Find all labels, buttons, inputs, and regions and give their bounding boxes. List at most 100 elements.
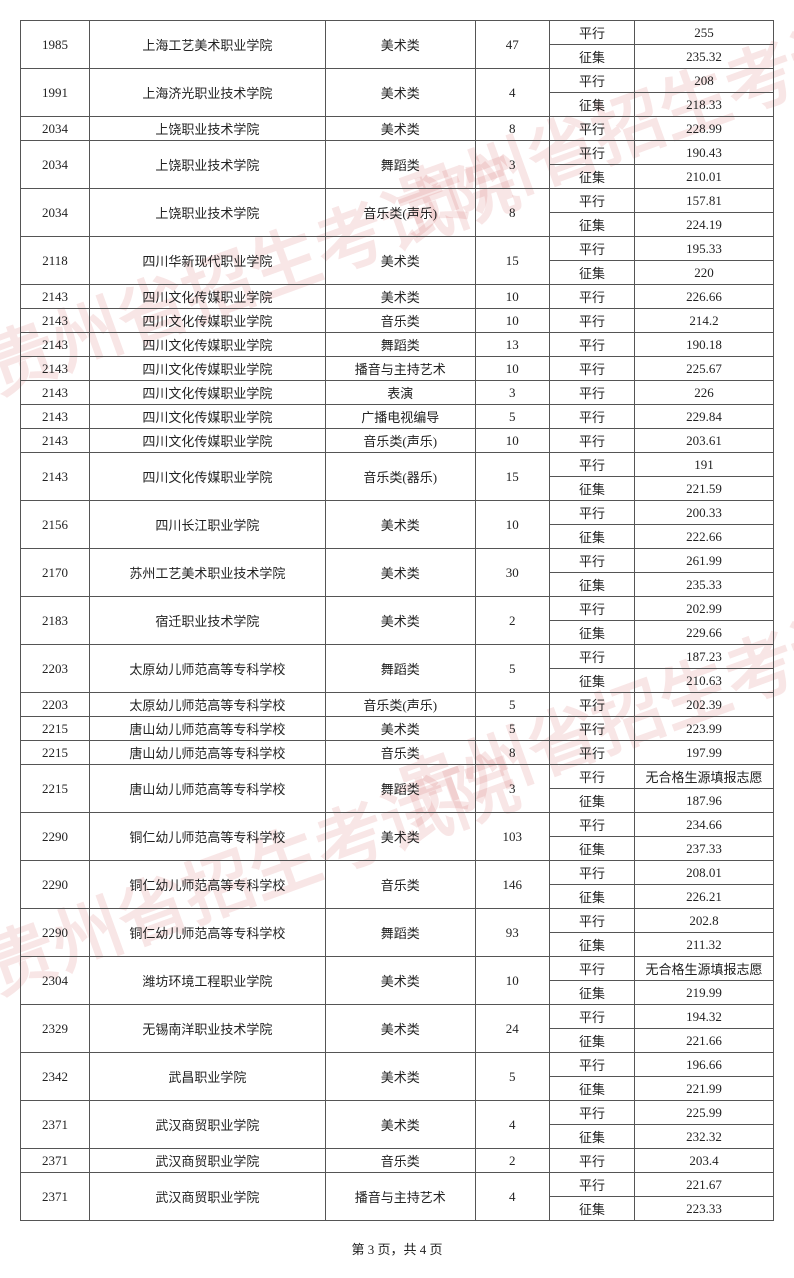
cell-type: 平行	[549, 957, 634, 981]
cell-score: 208	[635, 69, 774, 93]
cell-score: 无合格生源填报志愿	[635, 765, 774, 789]
cell-score: 195.33	[635, 237, 774, 261]
cell-category: 广播电视编导	[325, 405, 475, 429]
cell-code: 2034	[21, 141, 90, 189]
cell-type: 平行	[549, 717, 634, 741]
cell-code: 2215	[21, 765, 90, 813]
table-row: 2290铜仁幼儿师范高等专科学校美术类103平行234.66	[21, 813, 774, 837]
cell-category: 美术类	[325, 285, 475, 309]
cell-code: 2215	[21, 717, 90, 741]
cell-score: 208.01	[635, 861, 774, 885]
cell-score: 237.33	[635, 837, 774, 861]
cell-type: 平行	[549, 1053, 634, 1077]
cell-score: 196.66	[635, 1053, 774, 1077]
table-row: 2290铜仁幼儿师范高等专科学校舞蹈类93平行202.8	[21, 909, 774, 933]
table-row: 1985上海工艺美术职业学院美术类47平行255	[21, 21, 774, 45]
cell-number: 10	[475, 357, 549, 381]
cell-score: 229.84	[635, 405, 774, 429]
cell-type: 平行	[549, 501, 634, 525]
cell-score: 197.99	[635, 741, 774, 765]
cell-score: 223.33	[635, 1197, 774, 1221]
cell-code: 2170	[21, 549, 90, 597]
cell-type: 平行	[549, 309, 634, 333]
cell-number: 30	[475, 549, 549, 597]
cell-score: 221.59	[635, 477, 774, 501]
cell-type: 征集	[549, 933, 634, 957]
cell-category: 舞蹈类	[325, 333, 475, 357]
cell-code: 2371	[21, 1149, 90, 1173]
cell-type: 平行	[549, 453, 634, 477]
cell-school: 四川文化传媒职业学院	[89, 405, 325, 429]
cell-school: 上饶职业技术学院	[89, 141, 325, 189]
cell-code: 2215	[21, 741, 90, 765]
cell-school: 四川文化传媒职业学院	[89, 357, 325, 381]
cell-number: 24	[475, 1005, 549, 1053]
cell-school: 武昌职业学院	[89, 1053, 325, 1101]
cell-code: 2304	[21, 957, 90, 1005]
table-row: 2215唐山幼儿师范高等专科学校音乐类8平行197.99	[21, 741, 774, 765]
cell-number: 5	[475, 1053, 549, 1101]
cell-type: 平行	[549, 597, 634, 621]
cell-code: 2143	[21, 453, 90, 501]
table-row: 2342武昌职业学院美术类5平行196.66	[21, 1053, 774, 1077]
cell-number: 2	[475, 597, 549, 645]
cell-score: 157.81	[635, 189, 774, 213]
cell-code: 2290	[21, 813, 90, 861]
cell-school: 武汉商贸职业学院	[89, 1149, 325, 1173]
cell-score: 235.32	[635, 45, 774, 69]
table-row: 2215唐山幼儿师范高等专科学校舞蹈类3平行无合格生源填报志愿	[21, 765, 774, 789]
table-row: 2203太原幼儿师范高等专科学校舞蹈类5平行187.23	[21, 645, 774, 669]
cell-score: 202.8	[635, 909, 774, 933]
cell-score: 222.66	[635, 525, 774, 549]
cell-type: 征集	[549, 837, 634, 861]
cell-category: 播音与主持艺术	[325, 1173, 475, 1221]
cell-type: 平行	[549, 117, 634, 141]
cell-type: 征集	[549, 1197, 634, 1221]
cell-code: 2290	[21, 909, 90, 957]
cell-number: 15	[475, 237, 549, 285]
cell-category: 播音与主持艺术	[325, 357, 475, 381]
cell-category: 美术类	[325, 1101, 475, 1149]
cell-number: 8	[475, 189, 549, 237]
cell-type: 平行	[549, 189, 634, 213]
table-row: 2034上饶职业技术学院音乐类(声乐)8平行157.81	[21, 189, 774, 213]
cell-score: 221.67	[635, 1173, 774, 1197]
cell-type: 征集	[549, 789, 634, 813]
cell-category: 美术类	[325, 1053, 475, 1101]
cell-category: 美术类	[325, 549, 475, 597]
cell-code: 2183	[21, 597, 90, 645]
cell-type: 平行	[549, 141, 634, 165]
cell-school: 四川文化传媒职业学院	[89, 453, 325, 501]
cell-school: 太原幼儿师范高等专科学校	[89, 645, 325, 693]
cell-category: 美术类	[325, 501, 475, 549]
table-row: 2371武汉商贸职业学院播音与主持艺术4平行221.67	[21, 1173, 774, 1197]
cell-number: 146	[475, 861, 549, 909]
cell-score: 224.19	[635, 213, 774, 237]
cell-type: 征集	[549, 525, 634, 549]
cell-number: 3	[475, 381, 549, 405]
cell-score: 225.67	[635, 357, 774, 381]
cell-category: 美术类	[325, 1005, 475, 1053]
cell-code: 1991	[21, 69, 90, 117]
table-row: 2143四川文化传媒职业学院播音与主持艺术10平行225.67	[21, 357, 774, 381]
cell-type: 平行	[549, 909, 634, 933]
cell-type: 征集	[549, 885, 634, 909]
cell-school: 四川文化传媒职业学院	[89, 381, 325, 405]
cell-type: 征集	[549, 573, 634, 597]
cell-type: 平行	[549, 765, 634, 789]
cell-number: 5	[475, 405, 549, 429]
score-table: 1985上海工艺美术职业学院美术类47平行255征集235.321991上海济光…	[20, 20, 774, 1221]
cell-score: 211.32	[635, 933, 774, 957]
cell-code: 2118	[21, 237, 90, 285]
cell-score: 232.32	[635, 1125, 774, 1149]
cell-code: 2329	[21, 1005, 90, 1053]
table-row: 2329无锡南洋职业技术学院美术类24平行194.32	[21, 1005, 774, 1029]
cell-category: 舞蹈类	[325, 765, 475, 813]
cell-type: 征集	[549, 669, 634, 693]
cell-category: 舞蹈类	[325, 141, 475, 189]
cell-category: 音乐类(声乐)	[325, 189, 475, 237]
table-row: 2371武汉商贸职业学院音乐类2平行203.4	[21, 1149, 774, 1173]
cell-code: 2342	[21, 1053, 90, 1101]
cell-number: 5	[475, 645, 549, 693]
cell-school: 上海工艺美术职业学院	[89, 21, 325, 69]
